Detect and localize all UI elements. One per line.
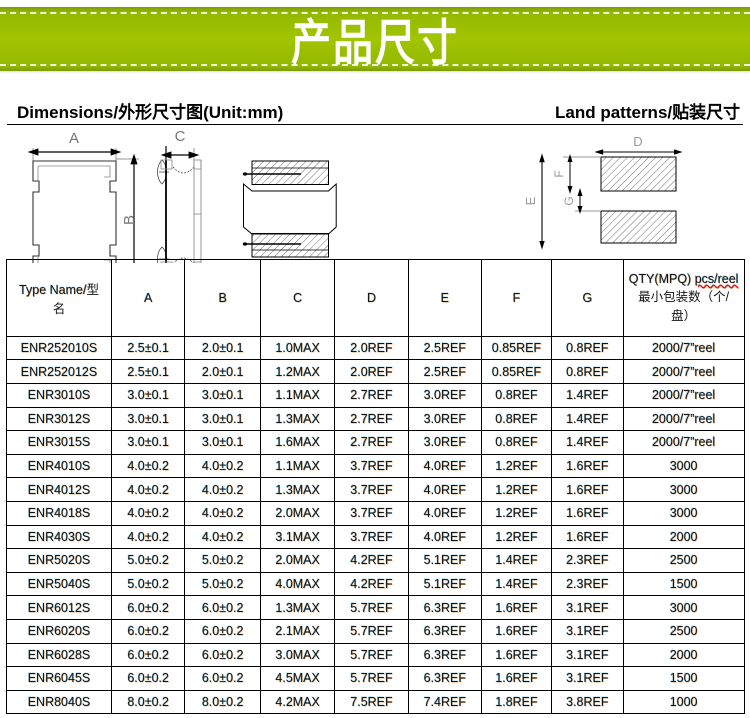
- svg-text:A: A: [69, 130, 79, 147]
- svg-text:C: C: [175, 128, 186, 145]
- svg-text:B: B: [121, 215, 138, 225]
- svg-text:D: D: [633, 134, 642, 149]
- svg-text:G: G: [562, 196, 576, 205]
- svg-text:E: E: [523, 196, 538, 205]
- svg-text:F: F: [552, 170, 566, 177]
